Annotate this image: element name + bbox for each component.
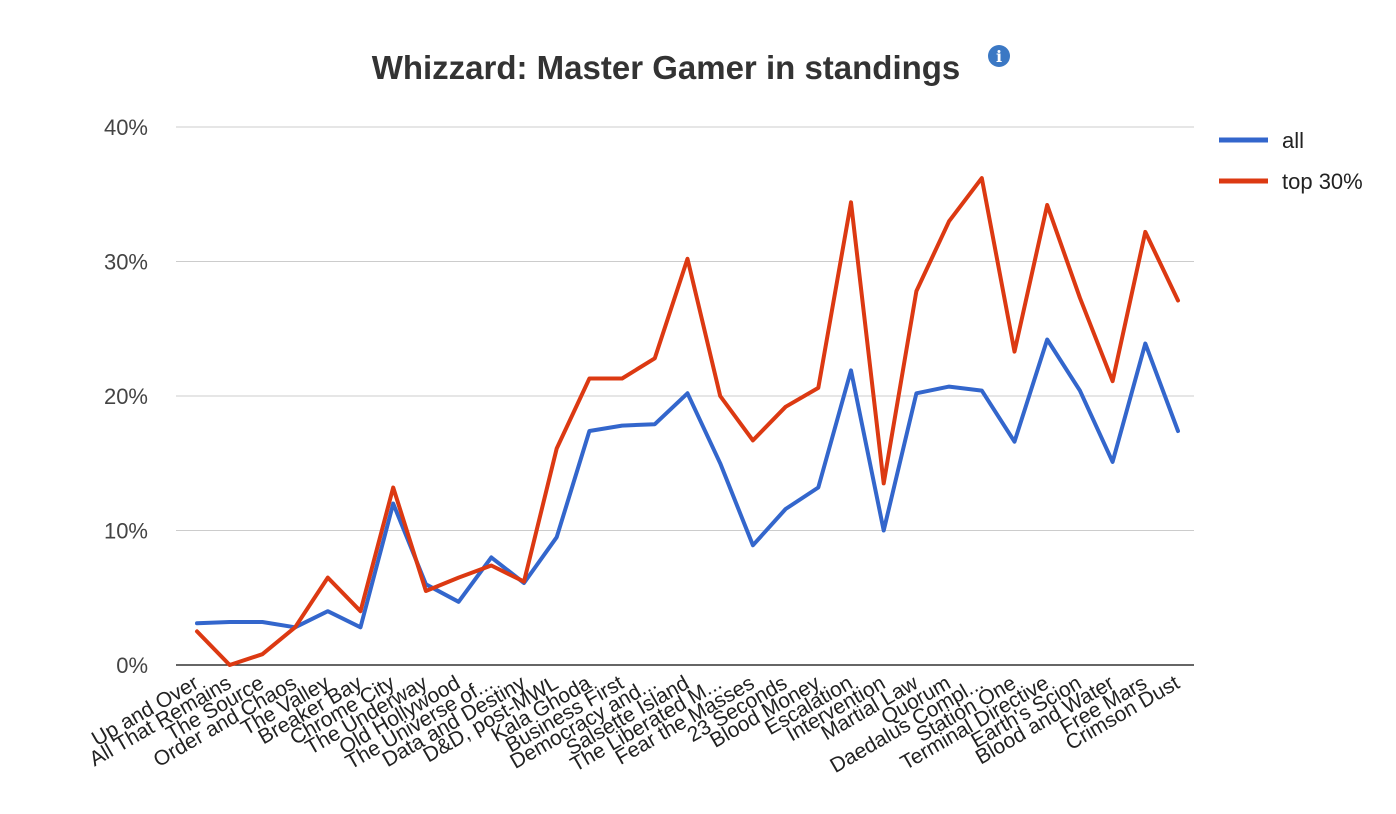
chart-title: Whizzard: Master Gamer in standings bbox=[372, 49, 961, 86]
legend: all top 30% bbox=[1219, 128, 1363, 194]
series-lines bbox=[195, 176, 1180, 667]
series-line-all bbox=[195, 337, 1180, 630]
y-tick-label: 30% bbox=[104, 250, 148, 275]
y-tick-label: 10% bbox=[104, 519, 148, 544]
series-line-top-30 bbox=[195, 176, 1180, 667]
y-tick-label: 0% bbox=[116, 653, 148, 678]
legend-label: all bbox=[1282, 128, 1304, 153]
info-icon[interactable]: i bbox=[988, 45, 1010, 67]
y-tick-label: 40% bbox=[104, 115, 148, 140]
info-icon-glyph: i bbox=[996, 47, 1002, 66]
info-icon-circle[interactable] bbox=[988, 45, 1010, 67]
y-tick-label: 20% bbox=[104, 384, 148, 409]
legend-label: top 30% bbox=[1282, 169, 1363, 194]
y-axis-ticks: 0% 10% 20% 30% 40% bbox=[104, 115, 148, 678]
